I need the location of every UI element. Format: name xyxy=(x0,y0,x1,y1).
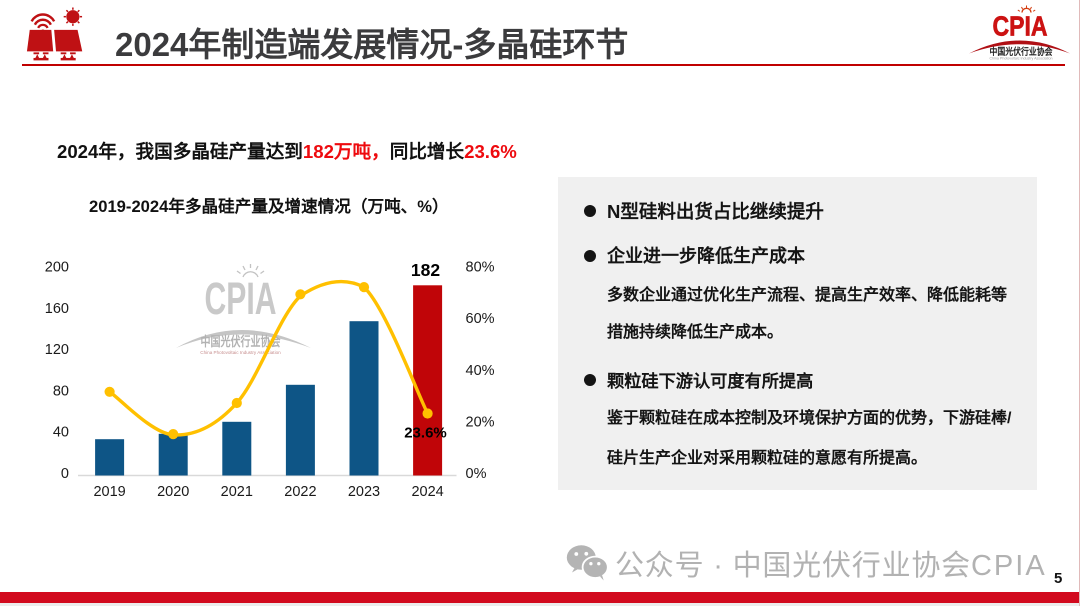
svg-text:60%: 60% xyxy=(466,311,495,327)
svg-text:160: 160 xyxy=(45,301,69,317)
svg-text:40: 40 xyxy=(53,425,69,441)
svg-text:182: 182 xyxy=(411,260,440,280)
svg-text:200: 200 xyxy=(45,260,69,276)
svg-text:80: 80 xyxy=(53,384,69,400)
svg-text:2019: 2019 xyxy=(93,484,125,500)
svg-text:中国光伏行业协会: 中国光伏行业协会 xyxy=(990,46,1054,57)
svg-text:0: 0 xyxy=(61,466,69,482)
svg-text:2021: 2021 xyxy=(221,484,253,500)
svg-text:2023: 2023 xyxy=(348,484,380,500)
svg-text:CPIA: CPIA xyxy=(993,11,1048,42)
svg-text:40%: 40% xyxy=(466,363,495,379)
svg-text:2024: 2024 xyxy=(411,484,443,500)
svg-text:80%: 80% xyxy=(466,260,495,276)
svg-text:中国光伏行业协会: 中国光伏行业协会 xyxy=(201,334,281,349)
svg-text:China Photovoltaic Industry As: China Photovoltaic Industry Association xyxy=(200,350,281,355)
svg-text:2020: 2020 xyxy=(157,484,189,500)
svg-text:China Photovoltaic Industry As: China Photovoltaic Industry Association xyxy=(990,57,1053,61)
svg-text:2022: 2022 xyxy=(284,484,316,500)
svg-text:20%: 20% xyxy=(466,414,495,430)
svg-text:0%: 0% xyxy=(466,466,487,482)
svg-text:CPIA: CPIA xyxy=(205,273,277,324)
svg-text:23.6%: 23.6% xyxy=(404,425,447,442)
svg-text:120: 120 xyxy=(45,342,69,358)
